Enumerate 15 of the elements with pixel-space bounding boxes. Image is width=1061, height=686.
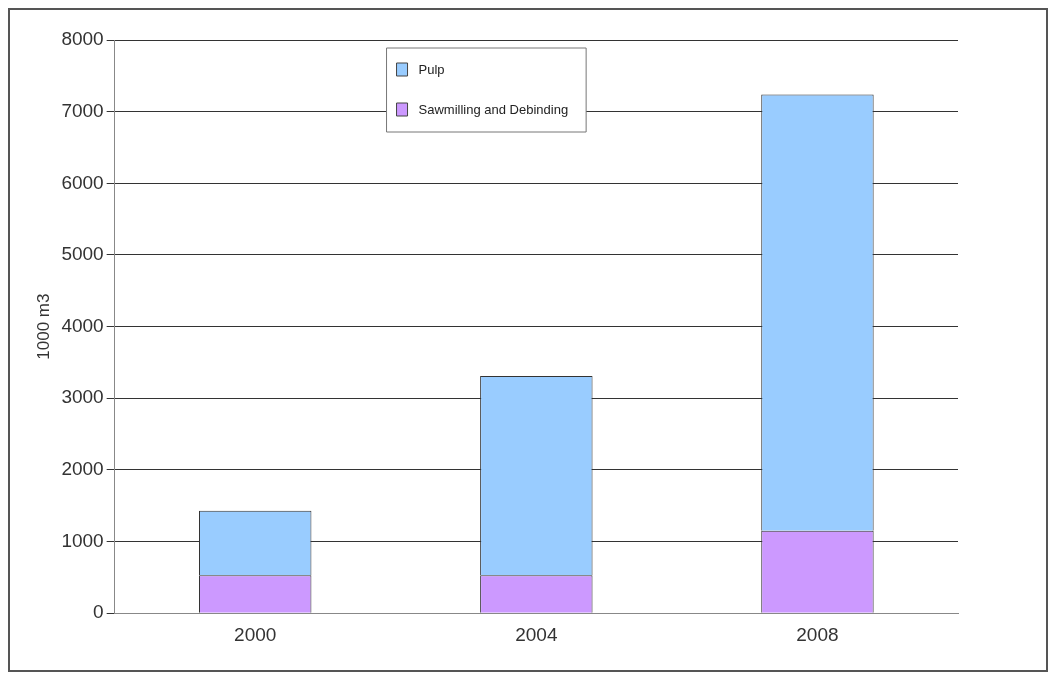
y-tick-label: 8000	[61, 28, 104, 50]
y-tick-label: 5000	[61, 243, 104, 265]
legend-label: Pulp	[418, 61, 445, 77]
x-tick-label: 2008	[796, 623, 839, 645]
y-axis-title: 1000 m3	[33, 293, 53, 360]
y-tick-label: 4000	[61, 314, 104, 336]
legend-label: Sawmilling and Debinding	[418, 101, 569, 117]
x-tick-label: 2004	[515, 623, 558, 645]
y-tick-label: 3000	[61, 386, 104, 408]
y-tick-label: 1000	[61, 529, 104, 551]
y-tick-label: 2000	[61, 458, 104, 480]
y-tick-label: 6000	[61, 171, 104, 193]
y-tick-label: 0	[93, 601, 104, 623]
y-tick-label: 7000	[61, 99, 104, 121]
x-tick-label: 2000	[234, 623, 277, 645]
